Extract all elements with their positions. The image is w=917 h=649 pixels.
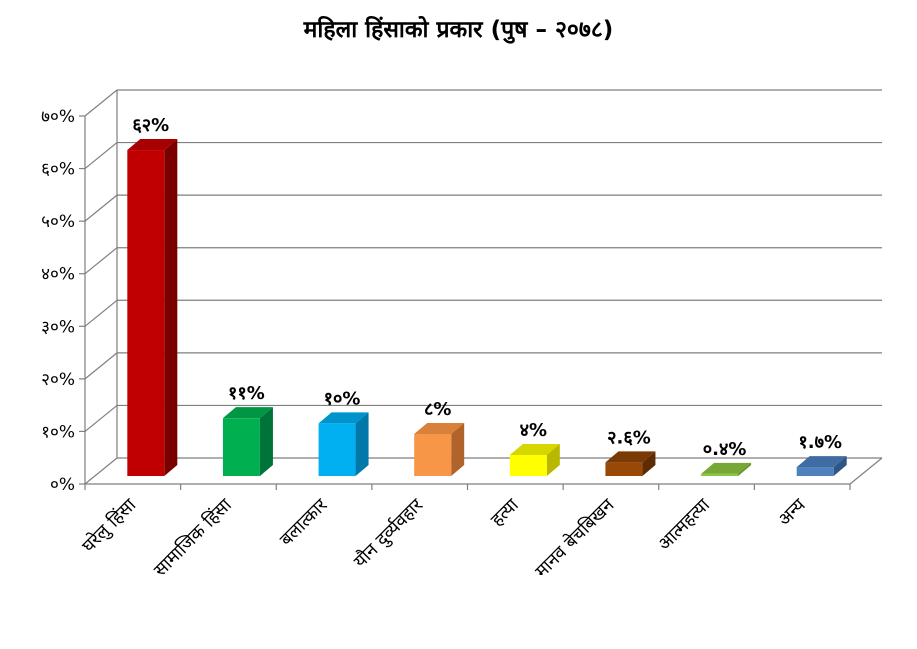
bar: [127, 139, 178, 477]
bar-side: [164, 139, 178, 477]
gridline-side: [84, 352, 118, 380]
floor-right-edge: [849, 457, 883, 485]
gridline-side: [84, 457, 118, 485]
data-label: १.७%: [798, 432, 842, 453]
y-tick-label: ५०%: [41, 212, 75, 232]
gridline-side: [84, 299, 118, 327]
gridline-side: [84, 247, 118, 275]
x-tick-label: यौन दुर्व्यवहार: [349, 494, 428, 573]
data-label: १०%: [324, 388, 361, 409]
x-tick-label: सामाजिक हिंसा: [149, 494, 236, 581]
chart-title: महिला हिंसाको प्रकार (पुष – २०७८): [303, 17, 614, 43]
y-tick-label: ३०%: [41, 317, 75, 337]
y-tick-label: ६०%: [41, 160, 75, 180]
bar-front: [605, 462, 643, 476]
bar-top: [127, 139, 178, 151]
bar-side: [833, 456, 847, 476]
grid-layer: [84, 89, 882, 485]
bar-top: [796, 456, 847, 468]
y-tick-label: ०%: [50, 475, 75, 495]
bar-top: [509, 443, 560, 455]
bar-top: [222, 407, 273, 419]
y-tick-label: १०%: [41, 422, 75, 442]
bar-front: [796, 467, 834, 476]
bar: [605, 451, 656, 476]
bar-top: [701, 462, 752, 474]
bar-front: [318, 423, 356, 476]
bar-front: [414, 433, 452, 476]
gridline-side: [84, 142, 118, 170]
bar-layer: [127, 139, 847, 477]
bar: [318, 412, 369, 476]
bar-side: [546, 443, 560, 476]
bar-side: [642, 451, 656, 476]
axis-layer: ०% १०% २०% ३०% ४०% ५०% ६०% ७०%: [41, 107, 883, 495]
y-tick-label: २०%: [41, 370, 75, 390]
data-label: ११%: [228, 383, 265, 404]
y-tick-label: ७०%: [41, 107, 75, 127]
bar-top: [414, 422, 465, 434]
bar-side: [451, 422, 465, 476]
bar: [509, 443, 560, 476]
x-tick-label: हत्या: [487, 494, 523, 530]
bar: [414, 422, 465, 476]
data-label: २.६%: [607, 427, 651, 448]
bar-side: [259, 407, 273, 476]
x-tick-label: बलात्कार: [276, 494, 332, 550]
bar-top: [605, 451, 656, 463]
x-tick-label: अन्य: [774, 494, 810, 530]
label-layer: ६२% घरेलु हिंसा ११% सामाजिक हिंसा १०% बलात्का…: [77, 115, 842, 582]
bar-front: [222, 418, 260, 476]
gridline-side: [84, 194, 118, 222]
bar-side: [355, 412, 369, 476]
bar-front: [701, 473, 739, 476]
data-label: ४%: [520, 420, 547, 441]
data-label: ८%: [424, 399, 451, 420]
y-tick-label: ४०%: [41, 265, 75, 285]
bar: [701, 462, 752, 476]
x-tick-label: घरेलु हिंसा: [77, 494, 140, 557]
x-tick-label: आत्महत्या: [654, 494, 714, 554]
bar-front: [509, 454, 547, 476]
bar-top: [318, 412, 369, 424]
gridline-side: [84, 89, 118, 117]
data-label: ०.४%: [703, 439, 747, 460]
x-tick-label: मानव बेचबिखन: [530, 493, 619, 582]
bar: [222, 407, 273, 476]
bar-side: [738, 462, 752, 476]
data-label: ६२%: [132, 115, 169, 136]
bar: [796, 456, 847, 476]
bar-front: [127, 150, 165, 477]
gridline-side: [84, 404, 118, 432]
